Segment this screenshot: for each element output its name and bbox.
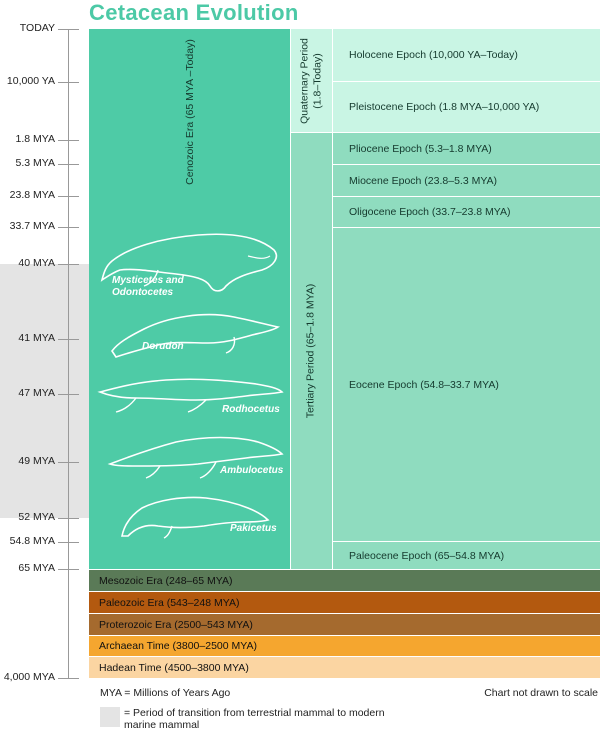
epoch-block: Oligocene Epoch (33.7–23.8 MYA) [333, 197, 600, 227]
epoch-block: Eocene Epoch (54.8–33.7 MYA) [333, 228, 600, 541]
pakicetus-leg [163, 525, 173, 539]
tertiary-period-block [291, 133, 332, 569]
era-bar: Archaean Time (3800–2500 MYA) [89, 636, 600, 656]
tertiary-period-label: Tertiary Period (65–1.8 MYA) [304, 283, 317, 419]
mysticetes-whale-illustration [100, 233, 278, 292]
pakicetus-label: Pakicetus [230, 523, 277, 534]
rodhocetus-front-leg [187, 399, 207, 413]
axis-tick-label: 4,000 MYA [3, 671, 55, 683]
legend-text: = Period of transition from terrestrial … [124, 707, 385, 731]
epoch-block: Miocene Epoch (23.8–5.3 MYA) [333, 165, 600, 196]
whale-fin [143, 269, 159, 287]
ambulocetus-label: Ambulocetus [220, 465, 284, 476]
epoch-block: Pliocene Epoch (5.3–1.8 MYA) [333, 133, 600, 164]
epoch-block: Holocene Epoch (10,000 YA–Today) [333, 29, 600, 81]
axis-tick [58, 140, 79, 141]
axis-tick-label: 49 MYA [18, 455, 55, 467]
cenozoic-era-block [89, 29, 290, 569]
axis-tick-label: 41 MYA [18, 332, 55, 344]
axis-tick-label: 5.3 MYA [15, 157, 56, 169]
axis-tick [58, 542, 79, 543]
era-bar: Mesozoic Era (248–65 MYA) [89, 570, 600, 591]
axis-tick [58, 394, 79, 395]
era-bar: Paleozoic Era (543–248 MYA) [89, 592, 600, 613]
rodhocetus-illustration [97, 378, 284, 413]
axis-tick [58, 339, 79, 340]
pakicetus-illustration [121, 496, 270, 539]
dorudon-illustration [111, 313, 281, 358]
ambulocetus-back-leg [145, 465, 161, 479]
era-bar: Proterozoic Era (2500–543 MYA) [89, 614, 600, 635]
time-axis [68, 29, 69, 679]
axis-tick-label: 10,000 YA [6, 75, 55, 87]
axis-tick [58, 164, 79, 165]
axis-tick [58, 264, 79, 265]
page-title: Cetacean Evolution [89, 0, 299, 25]
pakicetus-outline [121, 496, 270, 537]
axis-tick-label: 54.8 MYA [9, 535, 55, 547]
rodhocetus-outline [97, 378, 284, 401]
ambulocetus-front-leg [199, 461, 217, 479]
era-bar: Hadean Time (4500–3800 MYA) [89, 657, 600, 678]
axis-tick-label: 40 MYA [18, 257, 55, 269]
epoch-block: Pleistocene Epoch (1.8 MYA–10,000 YA) [333, 82, 600, 132]
axis-tick-label: 23.8 MYA [9, 189, 55, 201]
rodhocetus-back-leg [115, 397, 137, 413]
axis-tick [58, 569, 79, 570]
dorudon-label: Dorudon [142, 341, 184, 352]
axis-tick [58, 196, 79, 197]
axis-tick-label: 1.8 MYA [15, 133, 56, 145]
scale-note: Chart not drawn to scale [484, 687, 598, 699]
axis-tick-label: TODAY [19, 22, 55, 34]
mysticetes-label: Mysticetes and Odontocetes [112, 275, 184, 298]
axis-tick [58, 82, 79, 83]
whale-outline [100, 233, 278, 292]
axis-tick [58, 462, 79, 463]
legend-swatch [100, 707, 120, 727]
axis-tick-label: 52 MYA [18, 511, 55, 523]
transition-period-band [0, 264, 89, 518]
rodhocetus-label: Rodhocetus [222, 404, 280, 415]
whale-mouth [247, 255, 271, 259]
axis-tick [58, 518, 79, 519]
axis-tick [58, 227, 79, 228]
quaternary-period-label: Quaternary Period (1.8–Today) [298, 38, 323, 124]
cenozoic-era-label: Cenozoic Era (65 MYA –Today) [184, 39, 196, 185]
epoch-block: Paleocene Epoch (65–54.8 MYA) [333, 542, 600, 569]
dorudon-outline [111, 313, 281, 358]
axis-tick-label: 47 MYA [18, 387, 55, 399]
ambulocetus-illustration [107, 436, 284, 479]
axis-tick-label: 65 MYA [18, 562, 55, 574]
dorudon-flipper [225, 336, 236, 354]
axis-tick [58, 678, 79, 679]
axis-tick [58, 29, 79, 30]
ambulocetus-outline [107, 436, 284, 467]
quaternary-period-block [291, 29, 332, 132]
axis-tick-label: 33.7 MYA [9, 220, 55, 232]
mya-note: MYA = Millions of Years Ago [100, 687, 231, 699]
